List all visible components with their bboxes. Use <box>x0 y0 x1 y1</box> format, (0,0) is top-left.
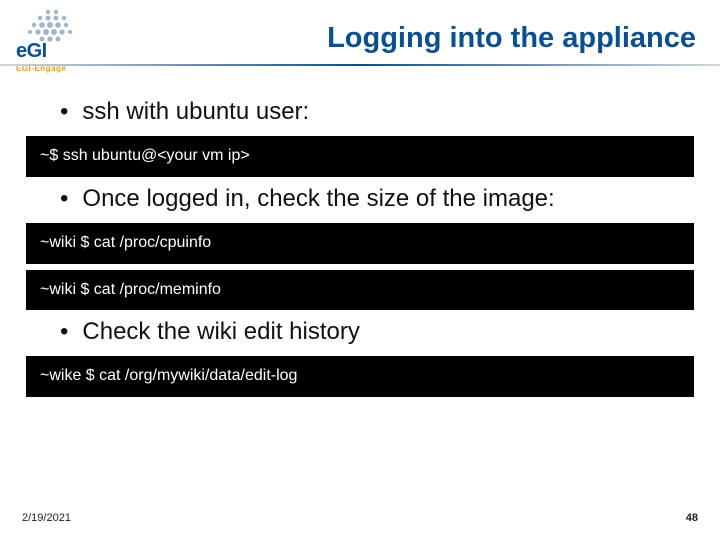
code-block: ~wike $ cat /org/mywiki/data/edit-log <box>26 356 694 397</box>
code-block: ~$ ssh ubuntu@<your vm ip> <box>26 136 694 177</box>
logo: eGI EGI-Engage <box>10 8 90 78</box>
content-area: ssh with ubuntu user: ~$ ssh ubuntu@<you… <box>0 90 720 403</box>
bullet-item: ssh with ubuntu user: <box>60 98 720 126</box>
footer-page-number: 48 <box>686 512 698 524</box>
logo-text: eGI <box>16 40 47 63</box>
footer-date: 2/19/2021 <box>22 512 71 524</box>
title-underline <box>0 64 720 66</box>
bullet-item: Once logged in, check the size of the im… <box>60 185 720 213</box>
bullet-item: Check the wiki edit history <box>60 318 720 346</box>
page-title: Logging into the appliance <box>327 22 696 55</box>
code-block: ~wiki $ cat /proc/cpuinfo <box>26 223 694 264</box>
code-block: ~wiki $ cat /proc/meminfo <box>26 270 694 311</box>
